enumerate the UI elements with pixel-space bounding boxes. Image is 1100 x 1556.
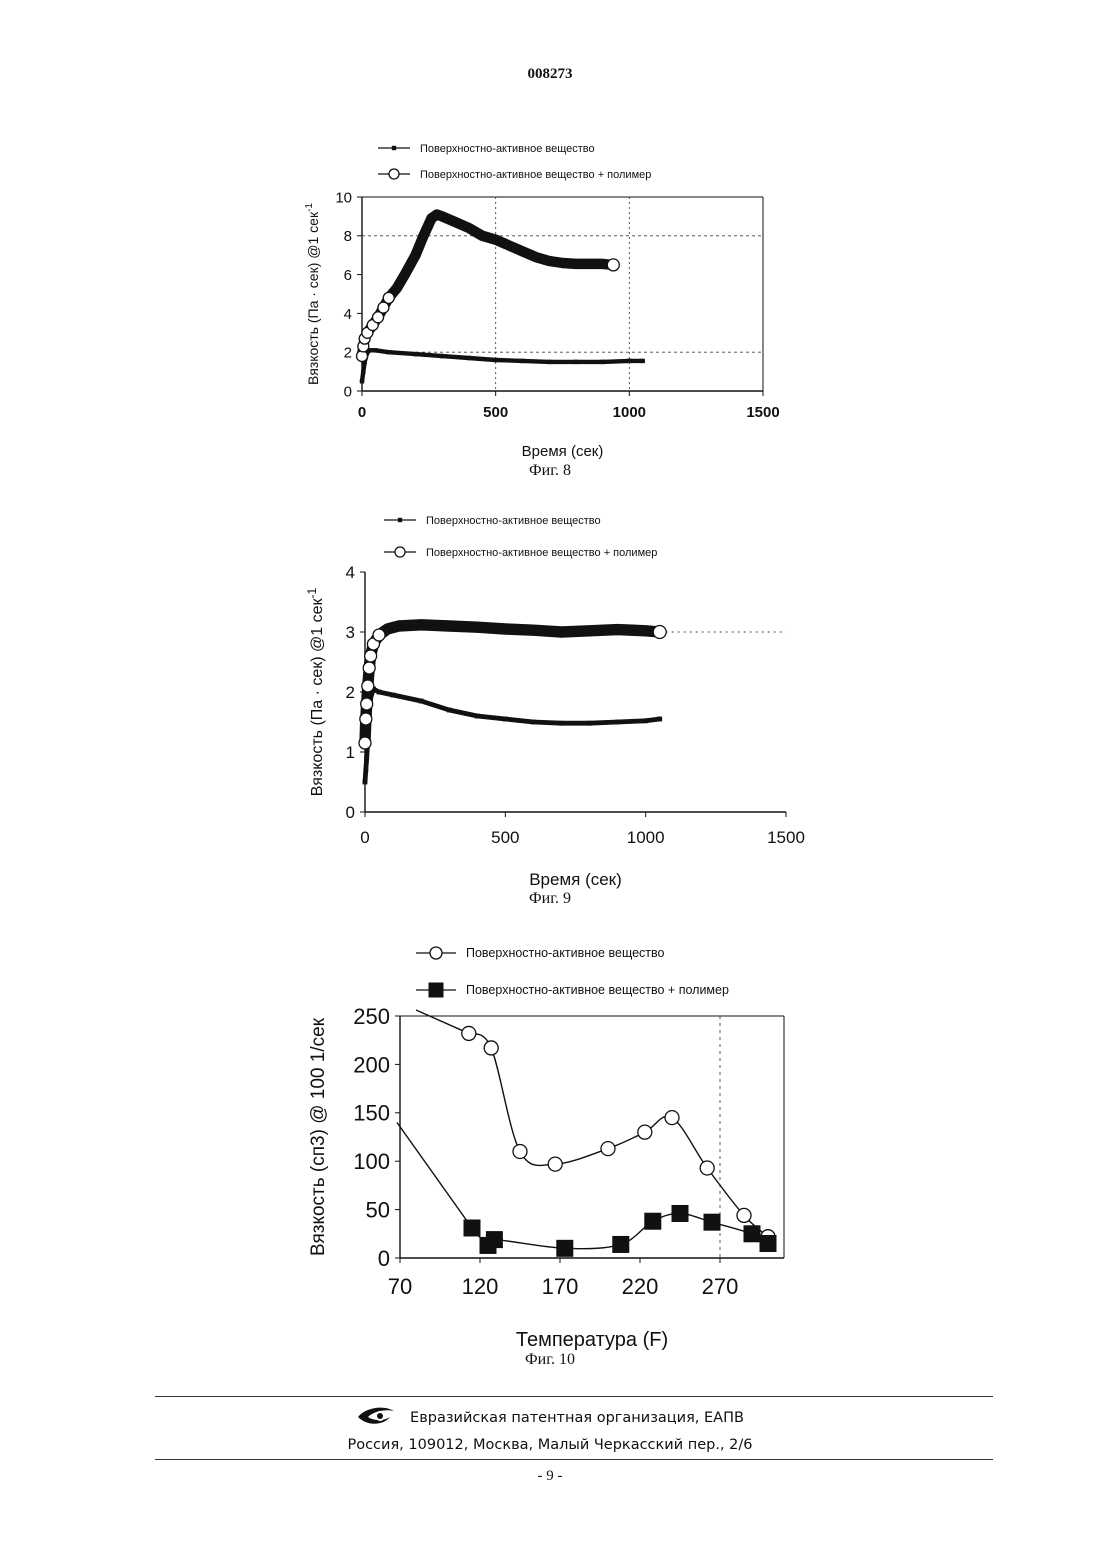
x-tick-label: 70 xyxy=(388,1274,412,1299)
figure-10-chart: 70 120 170 220 270 0 50 100 150 200 250 Температура… xyxy=(0,0,1100,1360)
y-tick-label: 100 xyxy=(353,1149,390,1174)
data-point xyxy=(613,1236,629,1252)
data-point xyxy=(737,1208,751,1222)
y-axis-label: Вязкость (сп3) @ 100 1/сек xyxy=(308,1017,329,1256)
data-point xyxy=(700,1161,714,1175)
y-tick-label: 250 xyxy=(353,1004,390,1029)
series-lead-line xyxy=(416,1010,469,1033)
data-point xyxy=(744,1226,760,1242)
data-point xyxy=(557,1240,573,1256)
data-point xyxy=(429,983,443,997)
figure-10-caption: Фиг. 10 xyxy=(0,1351,1100,1369)
footer-rule-bottom xyxy=(155,1459,993,1460)
series-line xyxy=(469,1033,768,1236)
y-tick-label: 0 xyxy=(378,1246,390,1271)
data-point xyxy=(486,1232,502,1248)
data-point xyxy=(513,1145,527,1159)
footer-org-name: Евразийская патентная организация, ЕАПВ xyxy=(410,1410,744,1426)
legend-entry-2: Поверхностно-активное вещество + полимер xyxy=(416,983,729,997)
series-1 xyxy=(416,1010,775,1244)
y-tick-label: 50 xyxy=(366,1198,390,1223)
page-number: - 9 - xyxy=(0,1468,1100,1485)
footer-address: Россия, 109012, Москва, Малый Черкасский… xyxy=(0,1437,1100,1453)
data-point xyxy=(430,947,442,959)
data-point xyxy=(548,1157,562,1171)
legend-label: Поверхностно-активное вещество xyxy=(466,946,665,960)
data-point xyxy=(464,1220,480,1236)
data-point xyxy=(760,1235,776,1251)
x-tick-label: 120 xyxy=(462,1274,499,1299)
data-point xyxy=(638,1125,652,1139)
data-point xyxy=(601,1142,615,1156)
x-tick-label: 170 xyxy=(542,1274,579,1299)
data-point xyxy=(645,1213,661,1229)
x-tick-label: 220 xyxy=(622,1274,659,1299)
legend-label: Поверхностно-активное вещество + полимер xyxy=(466,983,729,997)
data-point xyxy=(665,1111,679,1125)
footer-rule-top xyxy=(155,1396,993,1397)
data-point xyxy=(704,1214,720,1230)
footer-organization: Евразийская патентная организация, ЕАПВ xyxy=(0,1405,1100,1431)
series-lead-line xyxy=(397,1122,472,1228)
y-tick-label: 150 xyxy=(353,1101,390,1126)
eapo-logo-icon xyxy=(356,1405,396,1431)
y-tick-label: 200 xyxy=(353,1052,390,1077)
x-axis-label: Температура (F) xyxy=(516,1329,668,1351)
data-point xyxy=(672,1205,688,1221)
legend-entry-1: Поверхностно-активное вещество xyxy=(416,946,665,960)
data-point xyxy=(484,1041,498,1055)
data-point xyxy=(462,1026,476,1040)
x-tick-label: 270 xyxy=(702,1274,739,1299)
series-2 xyxy=(397,1122,776,1256)
